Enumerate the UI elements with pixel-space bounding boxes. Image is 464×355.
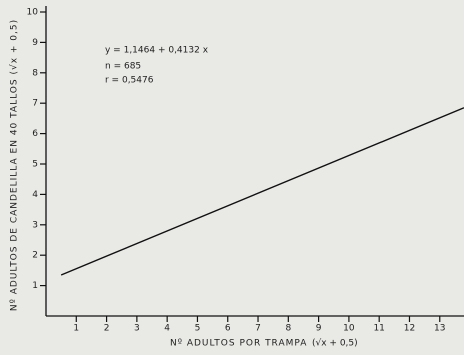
y-tick-label: 9 — [32, 38, 38, 48]
x-tick-label: 11 — [373, 324, 384, 334]
annotation: r = 0,5476 — [105, 76, 154, 86]
x-axis-label: Nº ADULTOS POR TRAMPA — [170, 339, 307, 349]
x-tick-label: 2 — [104, 324, 110, 334]
x-tick-label: 4 — [164, 324, 170, 334]
y-tick-label: 2 — [32, 251, 38, 261]
x-tick-label: 12 — [404, 324, 415, 334]
y-tick-label: 3 — [32, 220, 38, 230]
x-tick-label: 9 — [316, 324, 322, 334]
y-tick-label: 1 — [32, 281, 38, 291]
y-tick-label: 5 — [32, 160, 38, 170]
x-tick-label: 6 — [225, 324, 231, 334]
y-tick-label: 4 — [32, 190, 38, 200]
x-tick-label: 7 — [255, 324, 261, 334]
regression-line — [60, 107, 464, 276]
x-tick-label: 13 — [434, 324, 445, 334]
y-axis-label: Nº ADULTOS DE CANDELILLA EN 40 TALLOS (√… — [9, 19, 20, 311]
y-tick-label: 10 — [27, 8, 39, 18]
annotation: y = 1,1464 + 0,4132 x — [105, 46, 209, 56]
y-tick-label: 6 — [32, 129, 38, 139]
x-tick-label: 3 — [134, 324, 140, 334]
x-tick-label: 5 — [195, 324, 201, 334]
annotation: n = 685 — [105, 62, 141, 72]
x-axis-unit: (√x + 0,5) — [312, 338, 358, 349]
x-tick-label: 10 — [343, 324, 355, 334]
y-tick-label: 8 — [32, 68, 38, 78]
x-tick-label: 8 — [285, 324, 291, 334]
y-tick-label: 7 — [32, 99, 38, 109]
x-tick-label: 1 — [73, 324, 79, 334]
